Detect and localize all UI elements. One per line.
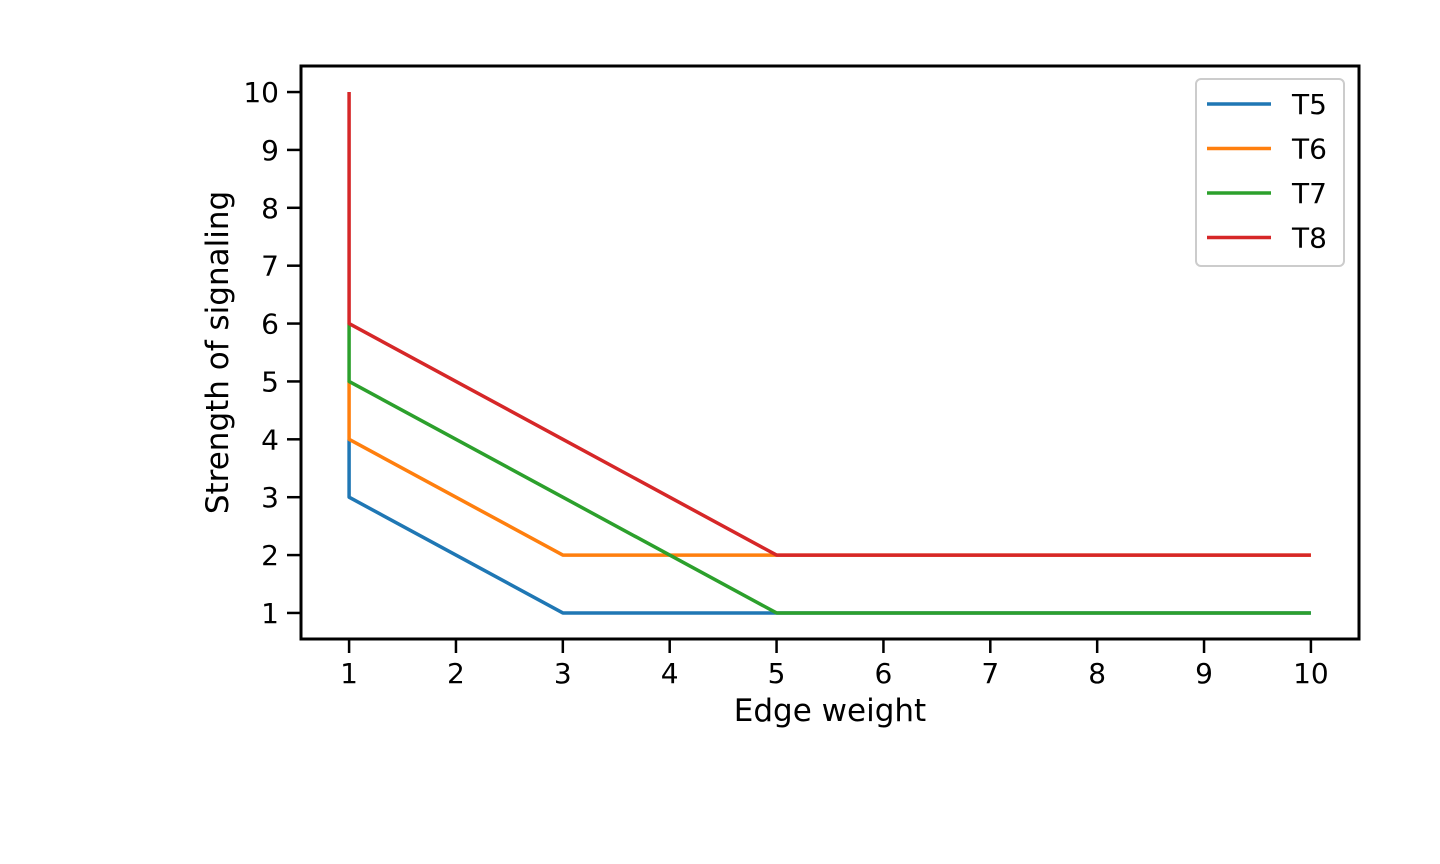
x-tick-label: 7 — [981, 657, 999, 690]
y-tick-label: 3 — [261, 481, 279, 514]
x-tick-label: 1 — [340, 657, 358, 690]
series-lines — [347, 92, 1311, 615]
x-tick-label: 8 — [1088, 657, 1106, 690]
legend-item: T5 — [1207, 88, 1327, 121]
legend-label: T8 — [1291, 222, 1327, 255]
legend-box — [1195, 78, 1345, 267]
x-axis-label: Edge weight — [734, 693, 926, 729]
x-tick-label: 5 — [768, 657, 786, 690]
series-line-t8 — [347, 92, 1311, 557]
plot-frame — [299, 64, 1361, 641]
legend-label: T6 — [1291, 133, 1327, 166]
x-tick-label: 10 — [1293, 657, 1329, 690]
x-tick-label: 9 — [1195, 657, 1213, 690]
y-tick-label: 1 — [261, 597, 279, 630]
x-tick-label: 3 — [554, 657, 572, 690]
legend-items: T5 T6 T7 T8 — [1207, 88, 1327, 255]
series-line-t5 — [347, 439, 1311, 615]
y-tick-label: 6 — [261, 308, 279, 341]
legend-label: T5 — [1291, 88, 1327, 121]
series-line-t6 — [347, 381, 1311, 557]
x-axis-ticks: 1 2 3 4 5 6 7 8 9 10 — [340, 639, 1329, 690]
x-tick-label: 4 — [661, 657, 679, 690]
y-tick-label: 7 — [261, 250, 279, 283]
legend-label: T7 — [1291, 177, 1327, 210]
x-tick-label: 6 — [875, 657, 893, 690]
y-axis-label: Strength of signaling — [200, 191, 236, 514]
y-tick-label: 5 — [261, 365, 279, 398]
y-tick-label: 10 — [243, 76, 279, 109]
legend-item: T7 — [1207, 177, 1327, 210]
y-tick-label: 8 — [261, 192, 279, 225]
y-tick-label: 9 — [261, 134, 279, 167]
legend-item: T6 — [1207, 133, 1327, 166]
y-tick-label: 2 — [261, 539, 279, 572]
y-axis-ticks: 1 2 3 4 5 6 7 8 9 10 — [243, 76, 301, 630]
series-line-t7 — [347, 323, 1311, 615]
y-tick-label: 4 — [261, 423, 279, 456]
legend-item: T8 — [1207, 222, 1327, 255]
x-tick-label: 2 — [447, 657, 465, 690]
legend: T5 T6 T7 T8 — [1195, 78, 1345, 267]
